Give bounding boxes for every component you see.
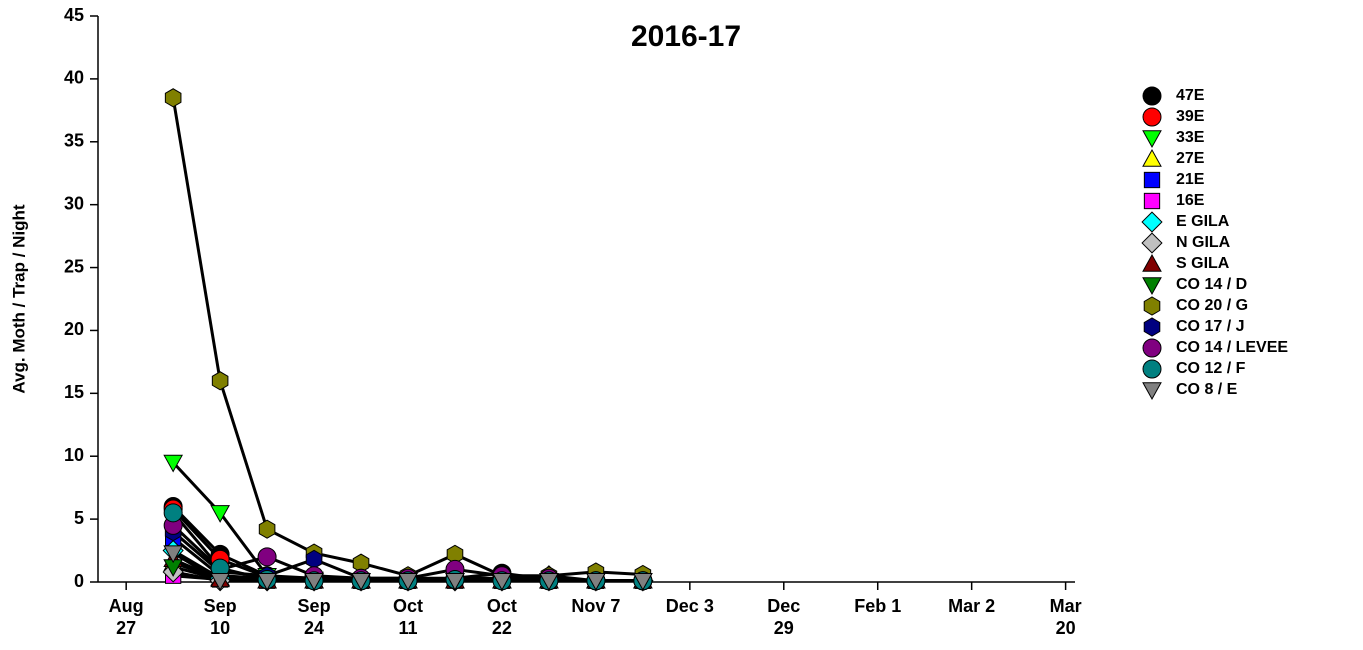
legend-label: CO 14 / D: [1176, 276, 1247, 293]
legend-label: CO 17 / J: [1176, 318, 1244, 335]
data-point: [211, 371, 229, 391]
legend-marker: [1142, 107, 1162, 127]
legend-marker: [1142, 382, 1162, 401]
x-tick-label: Sep 24: [297, 596, 331, 638]
data-point: [163, 545, 184, 564]
series-line: [171, 97, 643, 578]
data-point: [492, 573, 512, 591]
x-tick-label: Dec 3: [665, 596, 714, 616]
legend-label: E GILA: [1176, 213, 1230, 230]
x-tick-label: Dec 29: [767, 596, 801, 638]
data-point: [258, 519, 276, 539]
chart-title: 2016-17: [631, 20, 741, 53]
y-tick-label: 25: [64, 256, 84, 276]
legend-label: 33E: [1176, 129, 1205, 146]
data-point: [257, 573, 277, 591]
legend-label: 16E: [1176, 192, 1205, 209]
y-tick-label: 45: [64, 5, 84, 25]
legend-marker: [1142, 359, 1162, 379]
legend-label: CO 20 / G: [1176, 297, 1248, 314]
data-point: [445, 573, 465, 591]
data-point: [164, 88, 182, 108]
legend-marker: [1143, 296, 1161, 316]
data-point: [304, 573, 324, 591]
legend-marker: [1142, 277, 1162, 296]
y-axis-label: Avg. Moth / Trap / Night: [9, 204, 28, 394]
x-tick-label: Aug 27: [108, 596, 144, 638]
legend-label: CO 8 / E: [1176, 381, 1238, 398]
legend-marker: [1142, 86, 1162, 106]
legend-marker: [1141, 232, 1163, 254]
x-tick-label: Feb 1: [854, 596, 902, 616]
x-tick-label: Oct 22: [486, 596, 517, 638]
y-tick-label: 5: [74, 508, 84, 528]
data-point: [398, 573, 418, 591]
y-tick-label: 40: [64, 68, 84, 88]
legend-label: CO 14 / LEVEE: [1176, 339, 1288, 356]
y-tick-label: 15: [64, 382, 84, 402]
legend-label: 39E: [1176, 108, 1205, 125]
data-point: [586, 573, 606, 591]
legend-label: 21E: [1176, 171, 1205, 188]
data-point: [351, 573, 371, 591]
legend-marker: [1142, 130, 1162, 149]
data-point: [210, 573, 230, 591]
legend-marker: [1142, 338, 1162, 358]
x-tick-label: Mar 2: [948, 596, 996, 616]
legend-marker: [1143, 171, 1161, 189]
x-tick-label: Oct 11: [392, 596, 423, 638]
data-point: [539, 573, 559, 591]
data-point: [163, 454, 184, 473]
x-tick-label: Nov 7: [571, 596, 621, 616]
data-point: [163, 503, 183, 523]
data-point: [633, 573, 653, 591]
legend-label: N GILA: [1176, 234, 1231, 251]
data-point: [210, 505, 230, 523]
y-tick-label: 30: [64, 193, 84, 213]
legend-label: CO 12 / F: [1176, 360, 1246, 377]
y-tick-label: 35: [64, 131, 84, 151]
x-tick-label: Mar 20: [1049, 596, 1082, 638]
legend-marker: [1142, 148, 1162, 167]
legend-marker: [1142, 253, 1162, 272]
data-point: [305, 549, 323, 569]
x-tick-label: Sep 10: [203, 596, 237, 638]
y-tick-label: 10: [64, 445, 84, 465]
legend-label: S GILA: [1176, 255, 1230, 272]
legend-marker: [1141, 211, 1163, 233]
y-tick-label: 0: [74, 571, 84, 591]
y-tick-label: 20: [64, 319, 84, 339]
data-point: [257, 547, 277, 567]
legend-marker: [1143, 192, 1161, 210]
legend-label: 47E: [1176, 87, 1205, 104]
legend-marker: [1143, 317, 1161, 337]
legend-label: 27E: [1176, 150, 1205, 167]
